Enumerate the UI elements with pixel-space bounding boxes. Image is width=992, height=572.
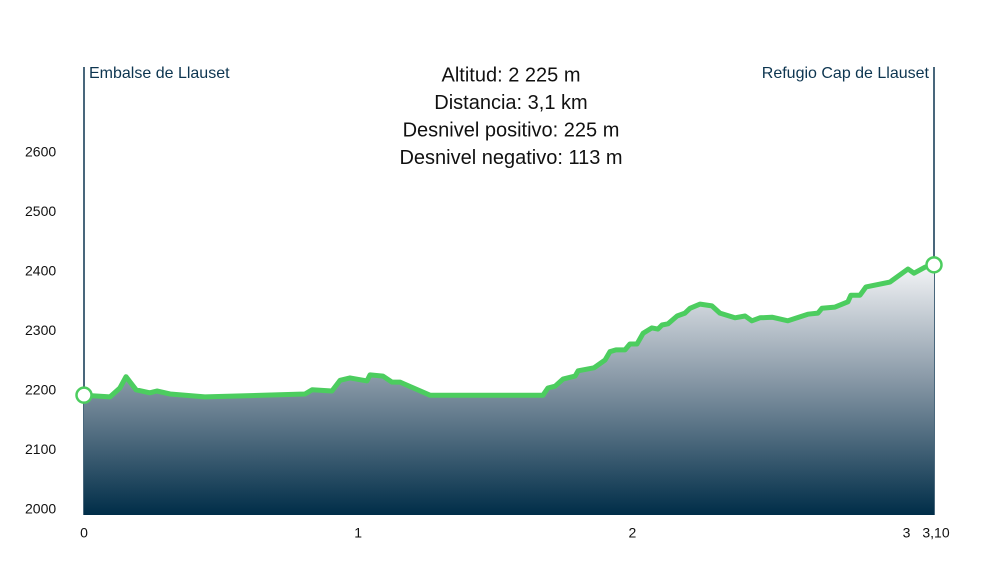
area [84, 264, 934, 515]
x-tick-label: 3 [903, 525, 911, 541]
y-tick-label: 2100 [25, 441, 56, 457]
y-tick-label: 2400 [25, 263, 56, 279]
line [81, 262, 937, 400]
summary-line: Desnivel positivo: 225 m [403, 119, 620, 141]
endpoint [925, 256, 943, 274]
end-label: Refugio Cap de Llauset [762, 65, 930, 82]
summary-line: Desnivel negativo: 113 m [399, 147, 622, 169]
x-tick-label: 0 [80, 525, 88, 541]
y-tick-label: 2000 [25, 501, 56, 517]
y-tick-label: 2300 [25, 322, 56, 338]
x-tick-label: 1 [354, 525, 362, 541]
y-tick-label: 2600 [25, 144, 56, 160]
x-tick-label: 3,10 [922, 525, 949, 541]
y-tick-label: 2500 [25, 203, 56, 219]
y-tick-label: 2200 [25, 382, 56, 398]
summary-line: Distancia: 3,1 km [434, 92, 587, 114]
endpoint [75, 386, 93, 404]
summary-line: Altitud: 2 225 m [442, 64, 581, 86]
start-label: Embalse de Llauset [89, 65, 230, 82]
x-tick-label: 2 [628, 525, 636, 541]
